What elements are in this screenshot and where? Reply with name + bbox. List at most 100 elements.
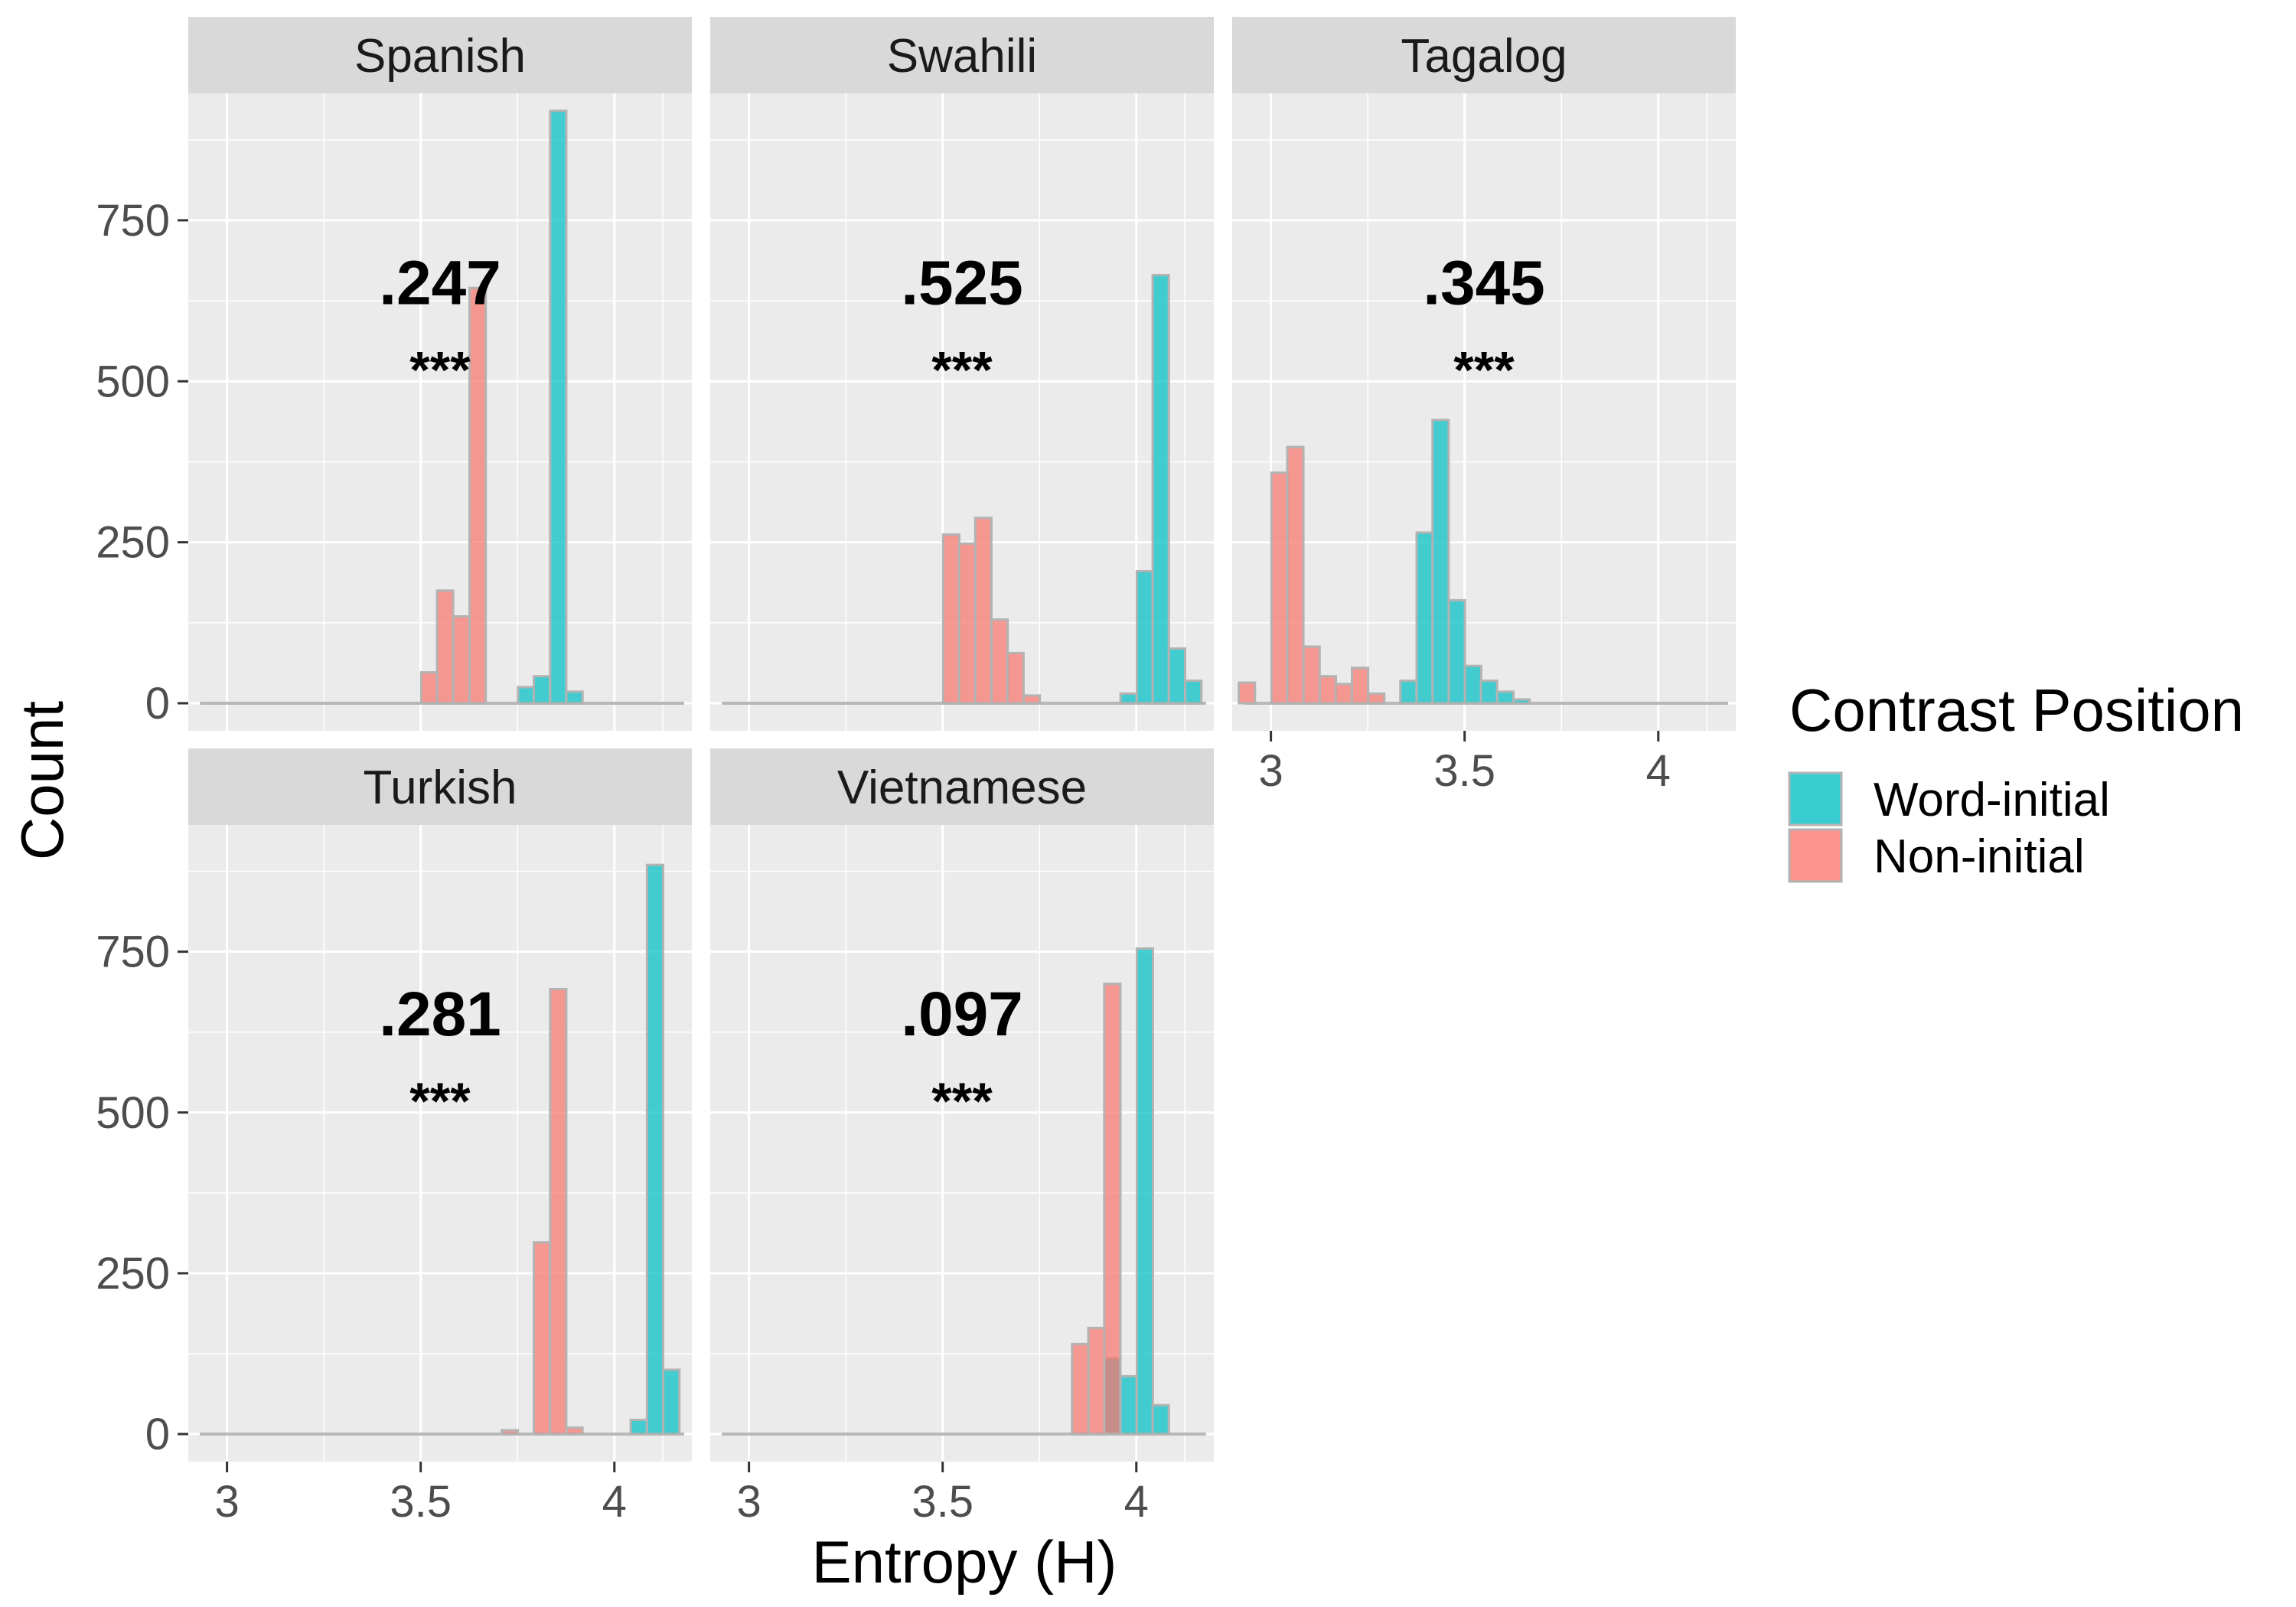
histogram-bar-non-initial: [1238, 681, 1257, 705]
panel-background: [1232, 93, 1736, 731]
histogram-bar-word-initial: [1135, 947, 1154, 1436]
facet-vietnamese: Vietnamese .097 *** 3 3.5 4: [710, 748, 1214, 1527]
y-tick-label: 500: [96, 357, 170, 406]
x-tick-label: 3: [1258, 746, 1283, 796]
histogram-bar-non-initial: [533, 1241, 552, 1436]
histogram-bar-word-initial: [1119, 1374, 1138, 1436]
histogram-bar-word-initial: [517, 686, 536, 705]
facet-strip-label: Turkish: [364, 761, 517, 814]
histogram-bar-non-initial: [1087, 1326, 1106, 1436]
significance-label: ***: [409, 1072, 471, 1130]
x-tick-label: 3.5: [390, 1477, 452, 1527]
histogram-bar-non-initial: [941, 533, 960, 705]
effect-size-label: .247: [379, 248, 501, 318]
facet-strip-label: Tagalog: [1401, 30, 1567, 83]
effect-size-label: .345: [1423, 248, 1545, 318]
legend-label: Word-initial: [1874, 774, 2110, 826]
histogram-bar-word-initial: [1151, 1403, 1170, 1436]
histogram-bar-non-initial: [468, 286, 488, 705]
histogram-bar-word-initial: [1447, 598, 1466, 705]
facet-swahili: Swahili .525 ***: [710, 17, 1214, 731]
histogram-bar-word-initial: [629, 1419, 648, 1436]
histogram-bar-non-initial: [974, 517, 993, 705]
facet-strip: [710, 17, 1214, 93]
x-tick-label: 3.5: [912, 1477, 974, 1527]
y-tick-label: 750: [96, 196, 170, 246]
y-tick-label: 0: [145, 679, 170, 729]
facet-strip: [188, 748, 692, 825]
histogram-bar-non-initial: [1350, 667, 1370, 705]
legend-key-non-initial: [1788, 828, 1843, 883]
histogram-bar-non-initial: [1302, 645, 1321, 705]
x-tick-label: 3: [214, 1477, 239, 1527]
histogram-bar-non-initial: [1270, 471, 1289, 705]
facet-tagalog: Tagalog .345 *** 3 3.5 4: [1232, 17, 1736, 796]
legend-key-word-initial: [1788, 771, 1843, 826]
x-tick-label: 3.5: [1433, 746, 1495, 796]
histogram-bar-non-initial: [1334, 683, 1353, 705]
effect-size-label: .097: [901, 980, 1023, 1049]
facet-strip-label: Vietnamese: [837, 761, 1087, 814]
facet-strip-label: Swahili: [887, 30, 1037, 83]
histogram-bar-word-initial: [1431, 419, 1450, 705]
histogram-bar-non-initial: [1022, 694, 1042, 705]
effect-size-label: .281: [379, 980, 501, 1049]
histogram-bar-word-initial: [662, 1368, 681, 1436]
histogram-bar-non-initial: [1103, 983, 1122, 1436]
histogram-bar-non-initial: [957, 542, 977, 705]
panel-background: [710, 825, 1214, 1462]
histogram-bar-word-initial: [1512, 698, 1531, 705]
x-tick-label: 4: [1646, 746, 1671, 796]
histogram-bar-word-initial: [1479, 680, 1499, 705]
facet-panels: Spanish.247***0250500750Swahili.525***Ta…: [96, 17, 1736, 1527]
facet-spanish: Spanish .247 *** 0 250 500 750: [96, 17, 692, 731]
histogram-bar-word-initial: [645, 863, 664, 1436]
legend: Contrast Position Word-initialNon-initia…: [1788, 676, 2244, 883]
significance-label: ***: [931, 341, 993, 399]
y-tick-label: 0: [145, 1410, 170, 1459]
histogram-bar-non-initial: [435, 589, 455, 705]
histogram-bar-word-initial: [1151, 273, 1170, 705]
histogram-bar-non-initial: [1071, 1342, 1090, 1436]
histogram-bar-non-initial: [1318, 675, 1338, 705]
facet-strip-label: Spanish: [354, 30, 526, 83]
significance-label: ***: [931, 1072, 993, 1130]
histogram-bar-non-initial: [1006, 651, 1025, 705]
y-tick-label: 250: [96, 518, 170, 568]
y-tick-label: 250: [96, 1249, 170, 1299]
histogram-bar-word-initial: [549, 109, 568, 705]
histogram-bar-word-initial: [1119, 692, 1138, 705]
histogram-bar-non-initial: [565, 1426, 584, 1436]
significance-label: ***: [1453, 341, 1515, 399]
facet-strip: [710, 748, 1214, 825]
legend-title: Contrast Position: [1789, 676, 2244, 744]
facet-strip: [1232, 17, 1736, 93]
histogram-bar-non-initial: [1367, 692, 1386, 705]
histogram-bar-word-initial: [1399, 680, 1418, 705]
histogram-bar-word-initial: [1135, 569, 1154, 705]
facet-strip: [188, 17, 692, 93]
panel-background: [188, 825, 692, 1462]
histogram-bar-word-initial: [533, 675, 552, 705]
histogram-bar-word-initial: [1415, 531, 1434, 705]
x-axis-title: Entropy (H): [812, 1528, 1117, 1596]
legend-label: Non-initial: [1874, 830, 2085, 883]
histogram-bar-non-initial: [1286, 445, 1305, 705]
histogram-bar-word-initial: [1167, 647, 1186, 705]
x-tick-label: 4: [602, 1477, 627, 1527]
x-tick-label: 4: [1124, 1477, 1149, 1527]
histogram-bar-word-initial: [1184, 680, 1203, 705]
y-tick-label: 750: [96, 927, 170, 977]
histogram-bar-word-initial: [565, 690, 584, 705]
histogram-bar-non-initial: [549, 987, 568, 1436]
histogram-bar-non-initial: [990, 618, 1009, 705]
histogram-bar-non-initial: [452, 614, 471, 705]
effect-size-label: .525: [901, 248, 1023, 318]
significance-label: ***: [409, 341, 471, 399]
histogram-bar-non-initial: [501, 1429, 520, 1436]
x-tick-label: 3: [736, 1477, 761, 1527]
y-tick-label: 500: [96, 1088, 170, 1138]
y-axis-title: Count: [8, 701, 76, 860]
facet-turkish: Turkish .281 *** 0 250 500 750 3 3.5 4: [96, 748, 692, 1527]
